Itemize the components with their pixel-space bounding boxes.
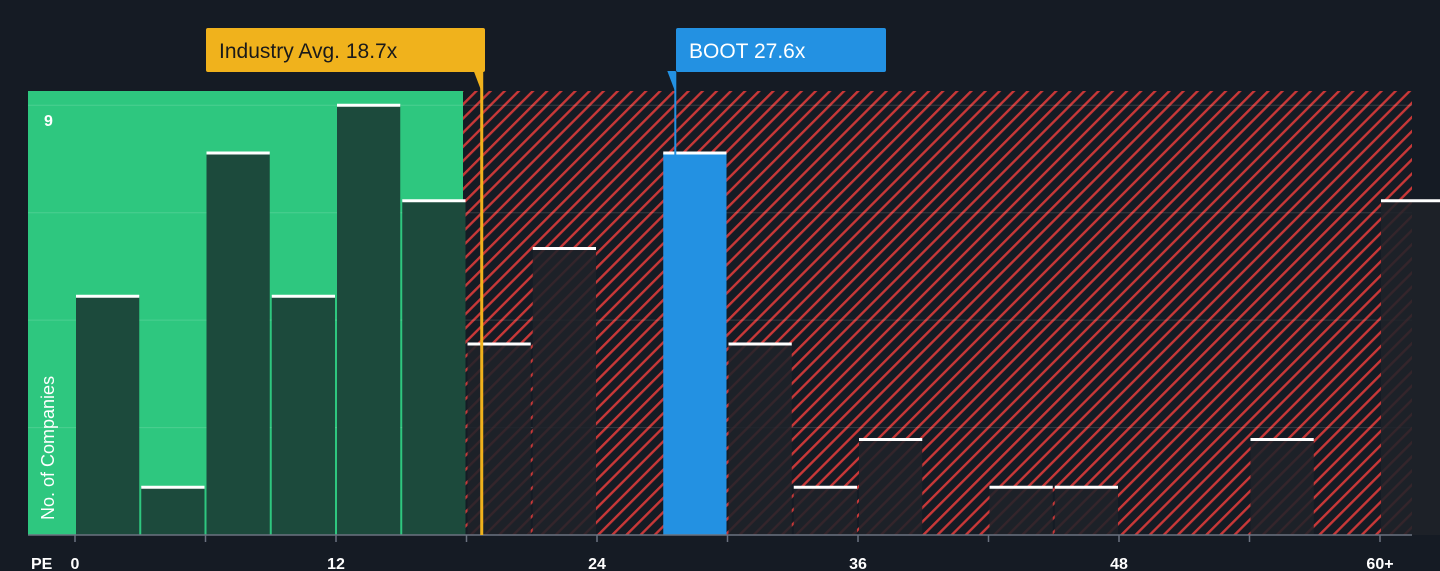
bars [76, 103, 1440, 535]
bar [1381, 200, 1440, 535]
industry-avg-callout-label: Industry Avg. 18.7x [219, 40, 398, 63]
x-tick-label: 48 [1110, 556, 1128, 571]
bar [793, 487, 857, 535]
bar [859, 439, 923, 535]
bar-top-line [532, 247, 596, 250]
bar-top-line [859, 438, 923, 441]
bar-top-line [728, 342, 792, 346]
bar-top-line [1054, 485, 1118, 489]
x-tick-label: 12 [327, 556, 345, 571]
bar [532, 248, 596, 535]
bar-highlight-boot [663, 153, 727, 535]
bar-top-line [1250, 438, 1314, 441]
x-axis-label: PE [31, 556, 53, 571]
bar-top-line [663, 151, 727, 155]
bar [728, 344, 792, 535]
industry-avg-callout-pointer [473, 71, 483, 92]
bar [1054, 487, 1118, 535]
bar-top-line [206, 151, 270, 155]
bar [141, 487, 205, 535]
company-boot-callout-pointer [667, 71, 676, 92]
bar-top-line [793, 485, 857, 489]
bar-top-line [989, 485, 1053, 489]
bar-top-line [76, 294, 140, 298]
x-tick-label: 24 [588, 556, 606, 571]
bar-top-line [1381, 199, 1440, 203]
x-tick-label: 60+ [1366, 556, 1393, 571]
company-boot-callout-label: BOOT 27.6x [689, 40, 806, 63]
bar [76, 296, 140, 535]
bar [1250, 439, 1314, 535]
callouts: Industry Avg. 18.7x BOOT 27.6x [206, 28, 886, 535]
x-tick-label: 36 [849, 556, 867, 571]
company-boot-callout-box [676, 28, 886, 72]
bar-top-line [467, 342, 531, 346]
bar [402, 200, 466, 535]
y-axis-label: No. of Companies [38, 376, 58, 520]
y-tick-label: 9 [44, 113, 53, 130]
bar [206, 153, 270, 535]
bar-top-line [402, 199, 466, 203]
bar-top-line [337, 103, 401, 107]
x-tick-label: 0 [71, 556, 80, 571]
industry-avg-callout-box [206, 28, 485, 72]
bar [467, 344, 531, 535]
x-axis-ticks: 0 12 24 36 48 60+ [71, 535, 1394, 571]
bar [337, 105, 401, 535]
bar-top-line [271, 294, 335, 298]
bar [271, 296, 335, 535]
bar [989, 487, 1053, 535]
bar-top-line [141, 485, 205, 489]
